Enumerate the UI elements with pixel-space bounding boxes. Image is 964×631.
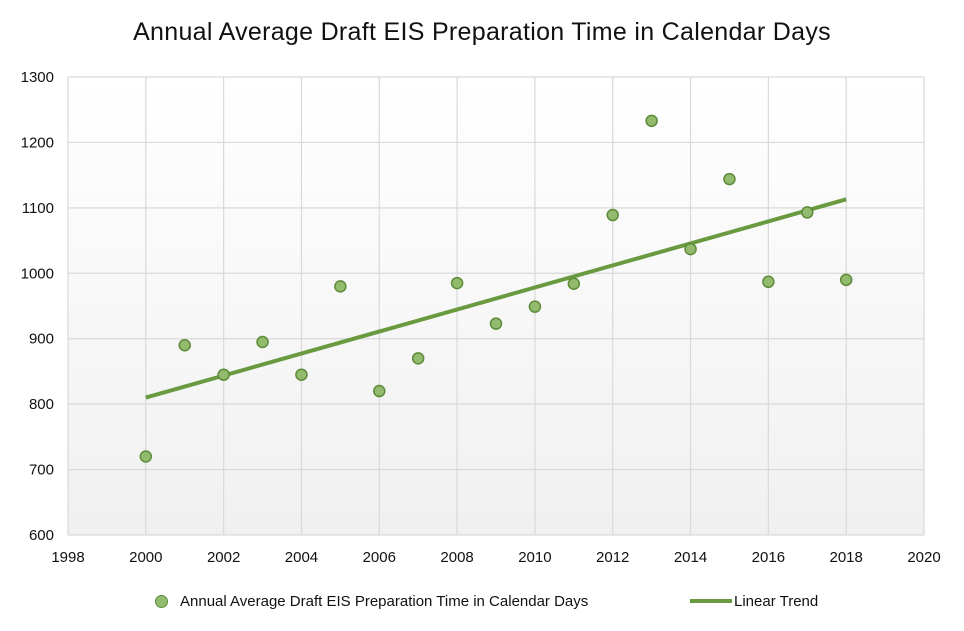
x-tick-label: 2016 [752, 549, 785, 566]
data-point-2007 [411, 352, 425, 365]
data-point-2015 [723, 172, 736, 186]
scatter-series [139, 114, 853, 463]
y-tick-label: 700 [29, 462, 54, 479]
data-point-2008 [450, 276, 464, 290]
x-tick-label: 2018 [829, 549, 862, 566]
data-point-2010 [528, 300, 542, 313]
y-tick-label: 900 [29, 331, 54, 348]
data-point-2005 [334, 280, 347, 293]
x-tick-label: 2020 [907, 549, 940, 566]
x-tick-label: 2014 [674, 549, 707, 566]
legend-scatter-marker [155, 594, 168, 608]
data-point-2013 [645, 114, 658, 128]
data-point-2017 [801, 206, 814, 219]
x-tick-label: 2002 [207, 549, 240, 566]
data-point-2011 [567, 277, 581, 291]
data-point-2016 [762, 275, 775, 289]
trend-line-series [145, 197, 847, 400]
data-point-2003 [256, 335, 269, 349]
y-axis-tick-labels: 600 700 800 900 1000 1100 1200 1300 [21, 69, 54, 544]
data-point-2012 [606, 208, 619, 222]
chart-legend: Annual Average Draft EIS Preparation Tim… [0, 588, 964, 614]
x-tick-label: 2006 [363, 549, 396, 566]
data-point-2001 [178, 339, 191, 352]
data-point-2000 [139, 450, 153, 463]
data-point-2018 [839, 273, 853, 287]
chart-title: Annual Average Draft EIS Preparation Tim… [133, 18, 831, 46]
x-tick-label: 2008 [440, 549, 473, 566]
legend-trend-marker [690, 599, 732, 603]
y-tick-label: 1200 [21, 134, 54, 151]
y-tick-label: 1100 [22, 200, 54, 217]
y-tick-label: 1000 [21, 265, 54, 282]
trend-line [145, 197, 847, 400]
legend-item-trend: Linear Trend [690, 588, 818, 614]
data-point-2002 [217, 368, 230, 381]
grid-lines [67, 76, 925, 536]
x-axis-tick-labels: 1998 2000 2002 2004 2006 2008 2010 2012 2014 2016… [51, 549, 940, 566]
y-tick-label: 600 [29, 527, 54, 544]
x-tick-label: 2012 [596, 549, 629, 566]
legend-item-scatter: Annual Average Draft EIS Preparation Tim… [155, 588, 588, 614]
x-tick-label: 2000 [129, 549, 162, 566]
plot-area [68, 77, 924, 535]
x-tick-label: 2004 [285, 549, 318, 566]
data-point-2006 [373, 384, 386, 398]
y-tick-label: 800 [29, 396, 54, 413]
data-point-2004 [295, 368, 308, 381]
x-tick-label: 1998 [51, 549, 84, 566]
x-tick-label: 2010 [518, 549, 551, 566]
legend-trend-label: Linear Trend [734, 592, 819, 610]
data-point-2009 [489, 317, 503, 330]
legend-scatter-label: Annual Average Draft EIS Preparation Tim… [180, 592, 589, 610]
y-tick-label: 1300 [21, 69, 54, 86]
data-point-2014 [684, 242, 697, 256]
